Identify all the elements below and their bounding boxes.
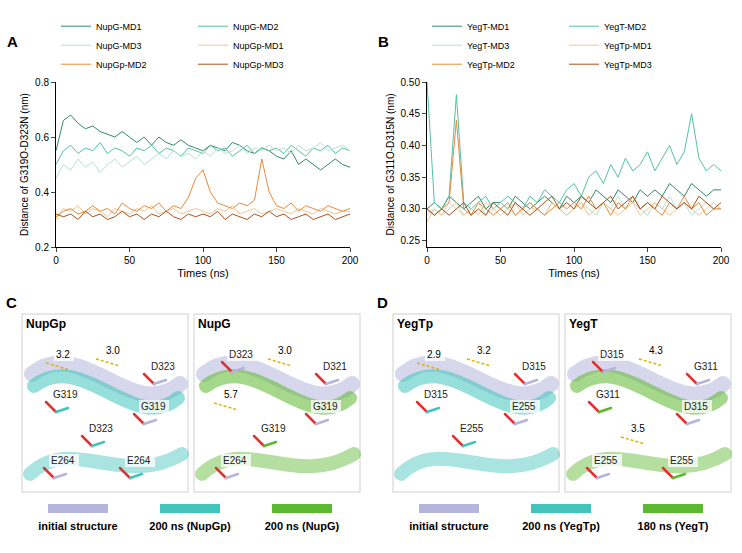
svg-text:D315: D315 <box>600 349 624 360</box>
svg-text:0.25: 0.25 <box>401 235 421 246</box>
svg-text:0: 0 <box>53 255 59 266</box>
svg-text:YegTp-MD3: YegTp-MD3 <box>604 60 652 70</box>
svg-text:G311: G311 <box>596 389 620 400</box>
svg-text:NupG-MD2: NupG-MD2 <box>233 22 279 32</box>
svg-text:0.35: 0.35 <box>401 172 421 183</box>
svg-text:50: 50 <box>495 255 507 266</box>
svg-text:D323: D323 <box>229 349 253 360</box>
svg-text:NupGp-MD2: NupGp-MD2 <box>96 60 147 70</box>
svg-text:0.50: 0.50 <box>401 77 421 88</box>
svg-text:G319: G319 <box>53 389 78 400</box>
svg-text:E264: E264 <box>223 455 247 466</box>
svg-text:C: C <box>6 294 17 311</box>
svg-text:100: 100 <box>566 255 583 266</box>
svg-text:NupGp-MD3: NupGp-MD3 <box>233 60 284 70</box>
svg-text:G319: G319 <box>141 401 166 412</box>
svg-text:0.30: 0.30 <box>401 203 421 214</box>
svg-text:0.2: 0.2 <box>35 242 49 253</box>
svg-text:D315: D315 <box>522 361 546 372</box>
svg-text:0: 0 <box>424 255 430 266</box>
svg-text:NupGp-MD1: NupGp-MD1 <box>233 41 284 51</box>
svg-text:D323: D323 <box>151 361 175 372</box>
svg-text:3.2: 3.2 <box>477 345 491 356</box>
svg-text:0.6: 0.6 <box>35 132 49 143</box>
svg-text:200 ns (NupG): 200 ns (NupG) <box>265 520 340 532</box>
svg-text:Distance of G319O-D323N (nm): Distance of G319O-D323N (nm) <box>19 93 30 236</box>
svg-text:200 ns (NupGp): 200 ns (NupGp) <box>149 520 231 532</box>
svg-text:150: 150 <box>639 255 656 266</box>
svg-text:3.2: 3.2 <box>56 349 70 360</box>
svg-text:E264: E264 <box>127 455 151 466</box>
svg-text:YegT-MD2: YegT-MD2 <box>604 22 646 32</box>
svg-text:NupG-MD3: NupG-MD3 <box>96 41 142 51</box>
svg-text:initial structure: initial structure <box>409 520 488 532</box>
svg-text:E264: E264 <box>51 455 75 466</box>
svg-text:150: 150 <box>268 255 285 266</box>
svg-text:3.0: 3.0 <box>278 345 292 356</box>
svg-text:0.4: 0.4 <box>35 187 49 198</box>
svg-text:YegT: YegT <box>569 317 598 331</box>
svg-text:0.45: 0.45 <box>401 108 421 119</box>
svg-text:G311: G311 <box>694 361 718 372</box>
svg-text:Times (ns): Times (ns) <box>177 267 229 279</box>
svg-text:YegT-MD3: YegT-MD3 <box>467 41 509 51</box>
svg-text:NupG: NupG <box>198 317 231 331</box>
svg-text:3.5: 3.5 <box>631 423 645 434</box>
svg-text:B: B <box>378 33 389 50</box>
svg-text:Times (ns): Times (ns) <box>548 267 600 279</box>
svg-text:NupG-MD1: NupG-MD1 <box>96 22 142 32</box>
svg-text:E255: E255 <box>594 455 618 466</box>
svg-text:D323: D323 <box>89 423 113 434</box>
svg-text:NupGp: NupGp <box>26 317 66 331</box>
svg-text:G319: G319 <box>313 401 338 412</box>
svg-text:E255: E255 <box>460 423 484 434</box>
svg-text:A: A <box>7 33 18 50</box>
svg-text:YegTp-MD2: YegTp-MD2 <box>467 60 515 70</box>
svg-text:E255: E255 <box>512 401 536 412</box>
svg-text:3.0: 3.0 <box>106 345 120 356</box>
svg-text:D315: D315 <box>424 389 448 400</box>
svg-text:200: 200 <box>342 255 359 266</box>
svg-text:D315: D315 <box>684 401 708 412</box>
svg-text:YegTp: YegTp <box>397 317 433 331</box>
svg-text:200 ns (YegTp): 200 ns (YegTp) <box>522 520 600 532</box>
svg-text:D321: D321 <box>323 361 347 372</box>
svg-text:200: 200 <box>713 255 730 266</box>
svg-text:50: 50 <box>124 255 136 266</box>
svg-text:E255: E255 <box>670 455 694 466</box>
svg-text:2.9: 2.9 <box>427 349 441 360</box>
svg-text:4.3: 4.3 <box>649 345 663 356</box>
svg-text:5.7: 5.7 <box>224 389 238 400</box>
svg-text:180 ns (YegT): 180 ns (YegT) <box>638 520 709 532</box>
svg-text:initial structure: initial structure <box>38 520 117 532</box>
svg-text:0.40: 0.40 <box>401 140 421 151</box>
svg-text:100: 100 <box>195 255 212 266</box>
svg-text:YegT-MD1: YegT-MD1 <box>467 22 509 32</box>
svg-text:G319: G319 <box>261 423 286 434</box>
svg-text:0.8: 0.8 <box>35 77 49 88</box>
svg-text:Distance of G311O-D315N (nm): Distance of G311O-D315N (nm) <box>385 93 396 235</box>
svg-text:YegTp-MD1: YegTp-MD1 <box>604 41 652 51</box>
svg-text:D: D <box>377 294 388 311</box>
